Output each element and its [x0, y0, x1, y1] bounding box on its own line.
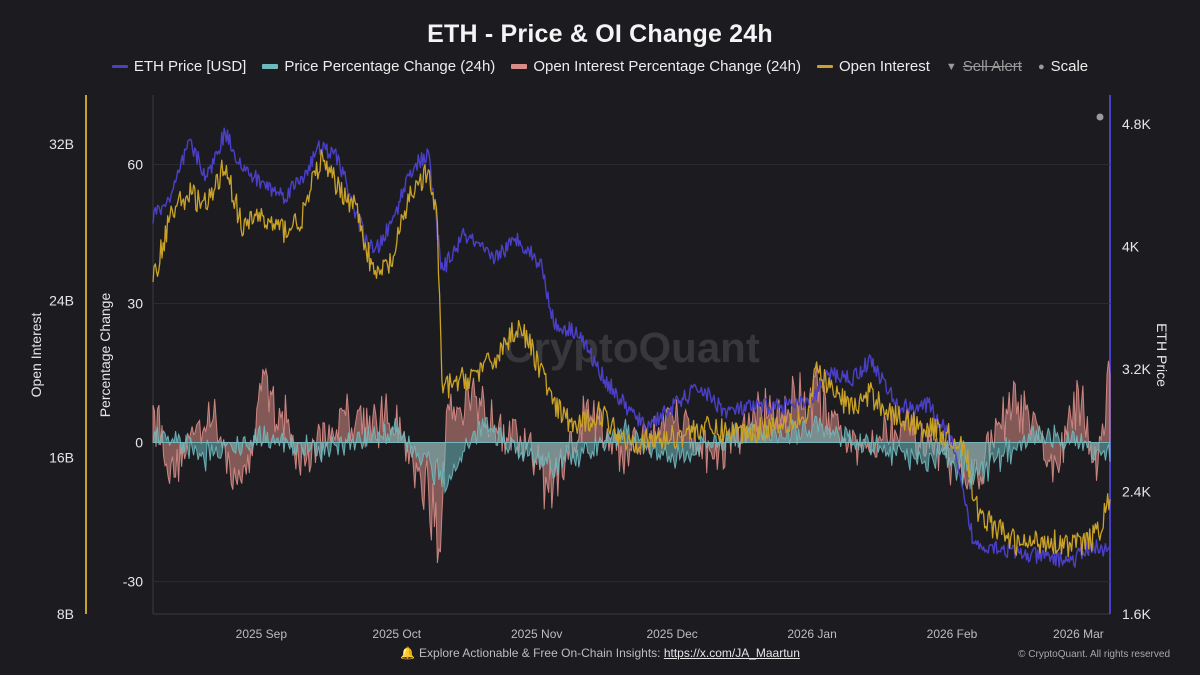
price-tick-label: 4.8K	[1122, 116, 1151, 132]
oi-tick-label: 8B	[57, 606, 74, 622]
percentage-tick-label: 60	[127, 157, 143, 173]
legend-label: Open Interest Percentage Change (24h)	[533, 58, 801, 75]
percentage-tick-label: 30	[127, 296, 143, 312]
oi-tick-label: 24B	[49, 293, 74, 309]
oi-tick-label: 16B	[49, 449, 74, 465]
copyright: © CryptoQuant. All rights reserved	[1018, 649, 1170, 660]
price-tick-label: 2.4K	[1122, 484, 1151, 500]
series-eth-price	[152, 127, 1111, 568]
bell-icon: 🔔	[400, 646, 416, 660]
legend-item-price-change[interactable]: Price Percentage Change (24h)	[262, 58, 495, 75]
x-tick-label: 2025 Oct	[372, 627, 421, 641]
legend-item-oi-change[interactable]: Open Interest Percentage Change (24h)	[511, 58, 801, 75]
series-open-interest	[152, 149, 1111, 558]
line-swatch-icon	[816, 65, 833, 68]
x-tick-label: 2025 Nov	[511, 627, 562, 641]
legend-label: ETH Price [USD]	[133, 58, 247, 75]
watermark: CryptoQuant	[503, 324, 760, 371]
x-tick-label: 2026 Feb	[927, 627, 978, 641]
scale-dot	[1096, 113, 1104, 121]
legend-label: Sell Alert	[962, 58, 1022, 75]
percentage-tick-label: -30	[123, 574, 143, 590]
area-swatch-icon	[262, 64, 279, 69]
footer-text: Explore Actionable & Free On-Chain Insig…	[419, 646, 661, 660]
price-tick-label: 3.2K	[1122, 361, 1151, 377]
x-tick-label: 2025 Dec	[646, 627, 697, 641]
chart-title: ETH - Price & OI Change 24h	[427, 20, 773, 48]
percentage-axis-title: Percentage Change	[97, 293, 113, 418]
legend-item-sell-alert[interactable]: ▼ Sell Alert	[946, 58, 1022, 75]
x-tick-label: 2025 Sep	[236, 627, 288, 641]
oi-tick-label: 32B	[49, 136, 74, 152]
legend-item-open-interest[interactable]: Open Interest	[816, 58, 930, 75]
oi-axis-title: Open Interest	[28, 312, 44, 397]
legend-item-eth-price[interactable]: ETH Price [USD]	[111, 58, 247, 75]
price-tick-label: 4K	[1122, 239, 1140, 255]
legend-label: Price Percentage Change (24h)	[284, 58, 496, 75]
price-tick-label: 1.6K	[1122, 606, 1151, 622]
legend-item-scale[interactable]: ● Scale	[1038, 58, 1088, 75]
chart-legend: ETH Price [USD] Price Percentage Change …	[0, 58, 1200, 75]
price-axis-title: ETH Price	[1154, 323, 1170, 387]
line-swatch-icon	[111, 65, 128, 68]
footer: 🔔 Explore Actionable & Free On-Chain Insi…	[0, 646, 1200, 660]
legend-label: Scale	[1050, 58, 1089, 75]
area-swatch-icon	[511, 64, 528, 69]
triangle-down-icon: ▼	[945, 60, 957, 73]
footer-link[interactable]: https://x.com/JA_Maartun	[663, 646, 800, 660]
percentage-tick-label: 0	[135, 435, 143, 451]
x-tick-label: 2026 Mar	[1053, 627, 1104, 641]
dot-icon: ●	[1037, 60, 1045, 73]
x-tick-label: 2026 Jan	[787, 627, 836, 641]
legend-label: Open Interest	[838, 58, 930, 75]
